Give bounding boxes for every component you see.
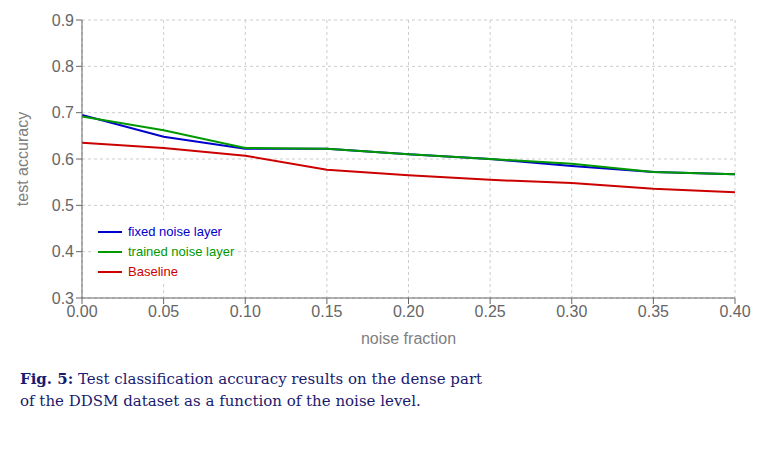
svg-text:0.35: 0.35 [638, 303, 669, 320]
svg-text:0.8: 0.8 [52, 58, 74, 75]
svg-text:0.5: 0.5 [52, 197, 74, 214]
svg-text:0.40: 0.40 [719, 303, 750, 320]
svg-text:test accuracy: test accuracy [14, 112, 31, 206]
svg-text:0.3: 0.3 [52, 290, 74, 307]
svg-text:0.15: 0.15 [311, 303, 342, 320]
svg-text:0.10: 0.10 [230, 303, 261, 320]
svg-text:noise fraction: noise fraction [361, 330, 456, 347]
svg-text:0.30: 0.30 [556, 303, 587, 320]
svg-text:0.6: 0.6 [52, 151, 74, 168]
svg-text:0.25: 0.25 [475, 303, 506, 320]
svg-text:0.00: 0.00 [66, 303, 98, 321]
svg-text:0.7: 0.7 [52, 104, 74, 121]
html-text:Baseline: Baseline [128, 264, 178, 279]
html-text:trained noise layer: trained noise layer [128, 244, 235, 259]
svg-text:0.4: 0.4 [52, 243, 74, 260]
svg-text:0.9: 0.9 [52, 12, 74, 29]
html-text:fixed noise layer: fixed noise layer [128, 224, 222, 239]
svg-text:0.05: 0.05 [148, 303, 179, 320]
html-text:of the DDSM dataset as a funct: of the DDSM dataset as a function of the… [20, 392, 421, 410]
html-text:Fig. 5: Test classification ac: Fig. 5: Test classification accuracy res… [20, 370, 483, 388]
svg-text:0.20: 0.20 [393, 303, 424, 320]
